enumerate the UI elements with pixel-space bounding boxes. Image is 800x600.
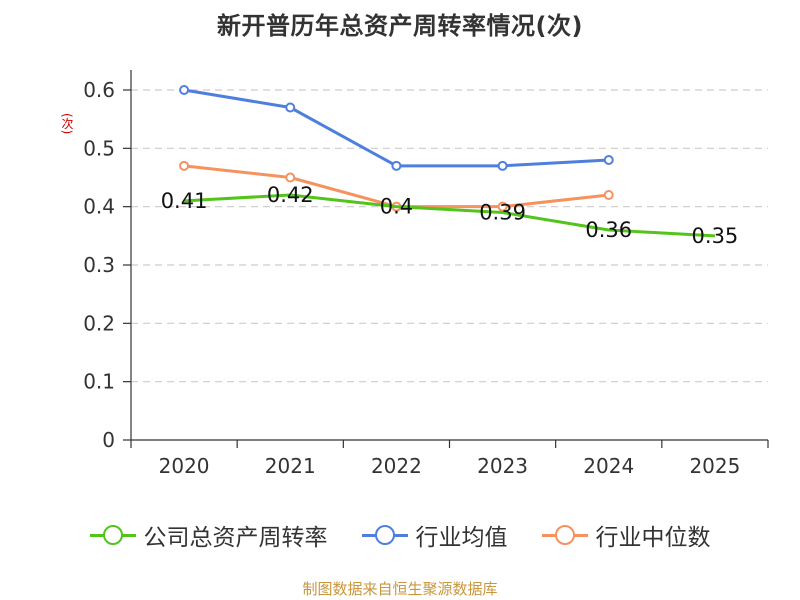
y-tick-label-4: 0.4 [83, 195, 115, 219]
data-label-2020: 0.41 [161, 189, 208, 213]
y-tick-label-5: 0.5 [83, 136, 115, 160]
y-axis-label: (次) [60, 113, 74, 135]
x-tick-label-2021: 2021 [265, 454, 316, 478]
x-tick-label-2024: 2024 [583, 454, 634, 478]
legend-label-industry-median: 行业中位数 [595, 525, 711, 551]
series-2-point-2024 [603, 190, 614, 200]
data-label-2021: 0.42 [267, 183, 314, 207]
y-tick-label-6: 0.6 [83, 78, 115, 102]
y-tick-label-3: 0.3 [83, 253, 115, 277]
x-tick-label-2025: 2025 [689, 454, 740, 478]
series-2-point-2020 [179, 160, 190, 171]
data-source-note: 制图数据来自恒生聚源数据库 [302, 580, 498, 598]
x-tick-label-2022: 2022 [371, 454, 422, 478]
legend-item-industry-mean[interactable]: 行业均值 [361, 518, 508, 552]
legend-marker-industry-median-icon [541, 525, 588, 545]
data-label-2022: 0.4 [380, 195, 413, 219]
series-2-point-2021 [285, 172, 296, 183]
data-label-2025: 0.35 [692, 224, 739, 248]
legend-marker-industry-mean-icon [361, 525, 408, 545]
x-tick-label-2020: 2020 [159, 454, 210, 478]
legend-item-company[interactable]: 公司总资产周转率 [89, 518, 328, 552]
legend-label-company: 公司总资产周转率 [143, 525, 328, 551]
legend-label-industry-mean: 行业均值 [415, 525, 508, 551]
series-1-point-2023 [497, 160, 508, 171]
series-1-point-2021 [285, 102, 296, 113]
x-tick-label-2023: 2023 [477, 454, 528, 478]
series-2-point-2023 [497, 201, 508, 212]
data-label-2023: 0.39 [479, 201, 526, 225]
series-line-1 [183, 88, 609, 168]
legend-marker-company-icon [89, 525, 136, 545]
series-1-point-2022 [391, 160, 402, 171]
legend-item-industry-median[interactable]: 行业中位数 [541, 518, 711, 552]
series-1-point-2020 [179, 85, 190, 95]
legend: 公司总资产周转率 行业均值 行业中位数 [0, 518, 800, 552]
series-line-0 [184, 193, 715, 238]
chart-title: 新开普历年总资产周转率情况(次) [217, 12, 583, 40]
y-tick-label-2: 0.2 [83, 311, 115, 335]
y-tick-label-0: 0 [102, 428, 115, 452]
data-label-2024: 0.36 [585, 218, 632, 242]
y-tick-label-1: 0.1 [83, 370, 115, 394]
series-1-point-2024 [603, 155, 614, 165]
